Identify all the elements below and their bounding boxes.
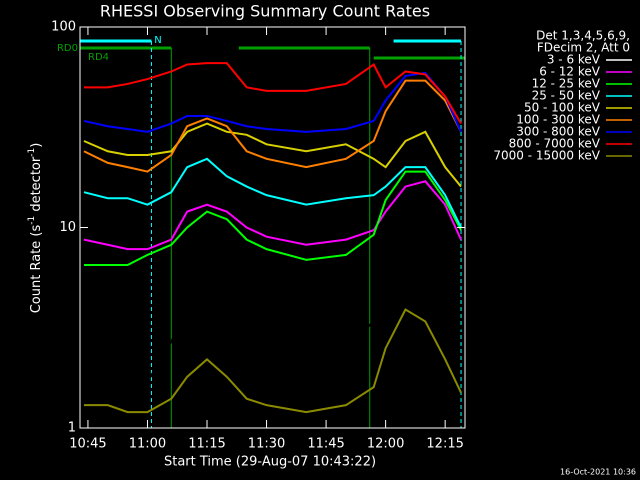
y-label-part: ) bbox=[29, 143, 44, 148]
state-label: RD4 bbox=[88, 52, 109, 63]
series-line bbox=[83, 157, 462, 228]
legend-header: FDecim 2, Att 0 bbox=[537, 41, 630, 55]
plot-frame bbox=[79, 26, 466, 429]
y-tick-label: 100 bbox=[51, 20, 76, 35]
legend-label: 12 - 25 keV bbox=[532, 77, 601, 91]
x-tick-label: 10:45 bbox=[69, 437, 106, 452]
legend-label: 800 - 7000 keV bbox=[509, 137, 601, 151]
y-tick-label: 10 bbox=[59, 220, 76, 235]
x-tick-label: 11:45 bbox=[307, 437, 344, 452]
x-tick-label: 12:00 bbox=[367, 437, 404, 452]
y-tick-label: 1 bbox=[68, 421, 76, 436]
state-label: N bbox=[154, 35, 161, 46]
y-axis-label: Count Rate (s-1 detector-1) bbox=[27, 143, 44, 314]
series-line bbox=[83, 308, 462, 414]
x-tick-label: 12:15 bbox=[426, 437, 463, 452]
y-label-part: Count Rate (s bbox=[29, 225, 44, 314]
y-label-part: detector bbox=[29, 156, 44, 216]
legend-label: 3 - 6 keV bbox=[547, 53, 601, 67]
legend-header: Det 1,3,4,5,6,9, bbox=[536, 29, 630, 43]
y-label-sup: -1 bbox=[27, 216, 37, 225]
x-axis-label: Start Time (29-Aug-07 10:43:22) bbox=[164, 455, 376, 470]
series-line bbox=[83, 180, 462, 251]
chart-title: RHESSI Observing Summary Count Rates bbox=[100, 2, 430, 21]
x-tick-label: 11:15 bbox=[188, 437, 225, 452]
legend-label: 6 - 12 keV bbox=[539, 65, 601, 79]
legend-label: 300 - 800 keV bbox=[516, 125, 600, 139]
state-label: RD0 bbox=[57, 43, 78, 54]
series-line bbox=[83, 71, 462, 133]
series-line bbox=[83, 170, 462, 267]
legend-label: 7000 - 15000 keV bbox=[493, 149, 600, 163]
series-line bbox=[83, 62, 462, 125]
x-tick-label: 11:30 bbox=[248, 437, 285, 452]
series-line bbox=[83, 79, 462, 173]
y-label-sup: -1 bbox=[27, 148, 37, 157]
series-line bbox=[83, 122, 462, 188]
series-line bbox=[83, 248, 462, 384]
legend-label: 25 - 50 keV bbox=[532, 89, 601, 103]
legend-label: 100 - 300 keV bbox=[516, 113, 600, 127]
footer: 16-Oct-2021 10:36 bbox=[560, 468, 636, 477]
x-tick-label: 11:00 bbox=[129, 437, 166, 452]
legend-label: 50 - 100 keV bbox=[524, 101, 601, 115]
